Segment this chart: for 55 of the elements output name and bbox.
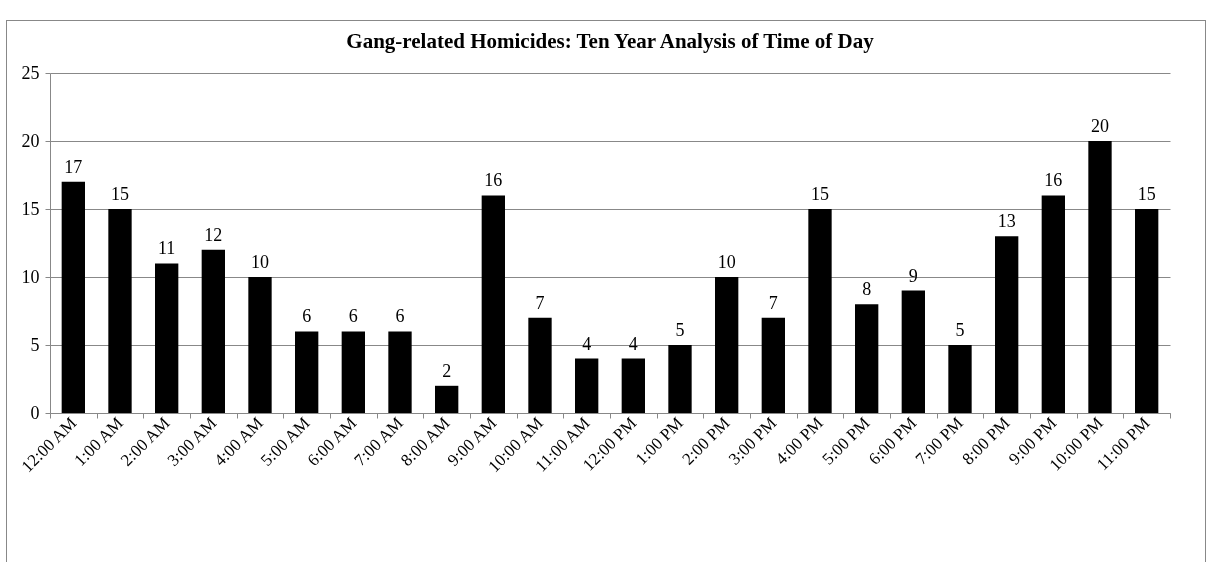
y-tick-label: 0 xyxy=(30,402,40,423)
y-tick-label: 5 xyxy=(30,334,40,355)
data-label: 13 xyxy=(997,211,1016,232)
bar xyxy=(1088,141,1112,413)
data-label: 7 xyxy=(535,292,545,313)
bar xyxy=(621,358,645,413)
data-label: 6 xyxy=(302,306,312,327)
bar xyxy=(528,317,552,413)
bar xyxy=(481,195,505,413)
y-tick-label: 25 xyxy=(21,62,40,83)
bar xyxy=(1041,195,1065,413)
bar xyxy=(435,385,459,413)
bar xyxy=(248,277,272,413)
bar xyxy=(995,236,1019,413)
bar xyxy=(108,209,132,413)
y-tick-label: 20 xyxy=(21,130,40,151)
bar xyxy=(948,345,972,413)
data-label: 9 xyxy=(908,265,918,286)
bar xyxy=(295,331,319,413)
bar xyxy=(575,358,599,413)
data-label: 15 xyxy=(111,184,129,204)
bar xyxy=(155,263,179,413)
data-label: 2 xyxy=(442,360,452,381)
data-label: 6 xyxy=(395,306,405,327)
bar xyxy=(388,331,412,413)
data-label: 5 xyxy=(675,320,685,340)
data-label: 8 xyxy=(862,279,872,300)
data-label: 16 xyxy=(484,170,503,191)
data-label: 17 xyxy=(64,156,83,177)
bar xyxy=(341,331,365,413)
data-label: 6 xyxy=(348,306,358,327)
data-label: 15 xyxy=(811,184,829,204)
bar xyxy=(761,317,785,413)
bar xyxy=(715,277,739,413)
bar xyxy=(201,249,225,413)
data-label: 11 xyxy=(157,238,176,259)
bar xyxy=(1135,209,1159,413)
bar xyxy=(901,290,925,413)
data-label: 10 xyxy=(717,252,736,272)
data-label: 5 xyxy=(955,320,965,340)
bar xyxy=(808,209,832,413)
data-label: 4 xyxy=(582,333,592,354)
data-label: 20 xyxy=(1091,116,1109,136)
data-label: 15 xyxy=(1137,184,1156,204)
bar xyxy=(668,345,692,413)
chart-title: Gang-related Homicides: Ten Year Analysis of Time of Day xyxy=(346,29,875,53)
data-label: 7 xyxy=(768,292,778,313)
y-tick-label: 15 xyxy=(21,198,40,219)
data-label: 10 xyxy=(251,252,269,272)
bar xyxy=(855,304,879,413)
data-label: 4 xyxy=(628,333,638,354)
y-tick-label: 10 xyxy=(21,266,40,287)
data-label: 16 xyxy=(1044,170,1063,191)
bar xyxy=(61,181,85,413)
data-label: 12 xyxy=(204,224,223,245)
